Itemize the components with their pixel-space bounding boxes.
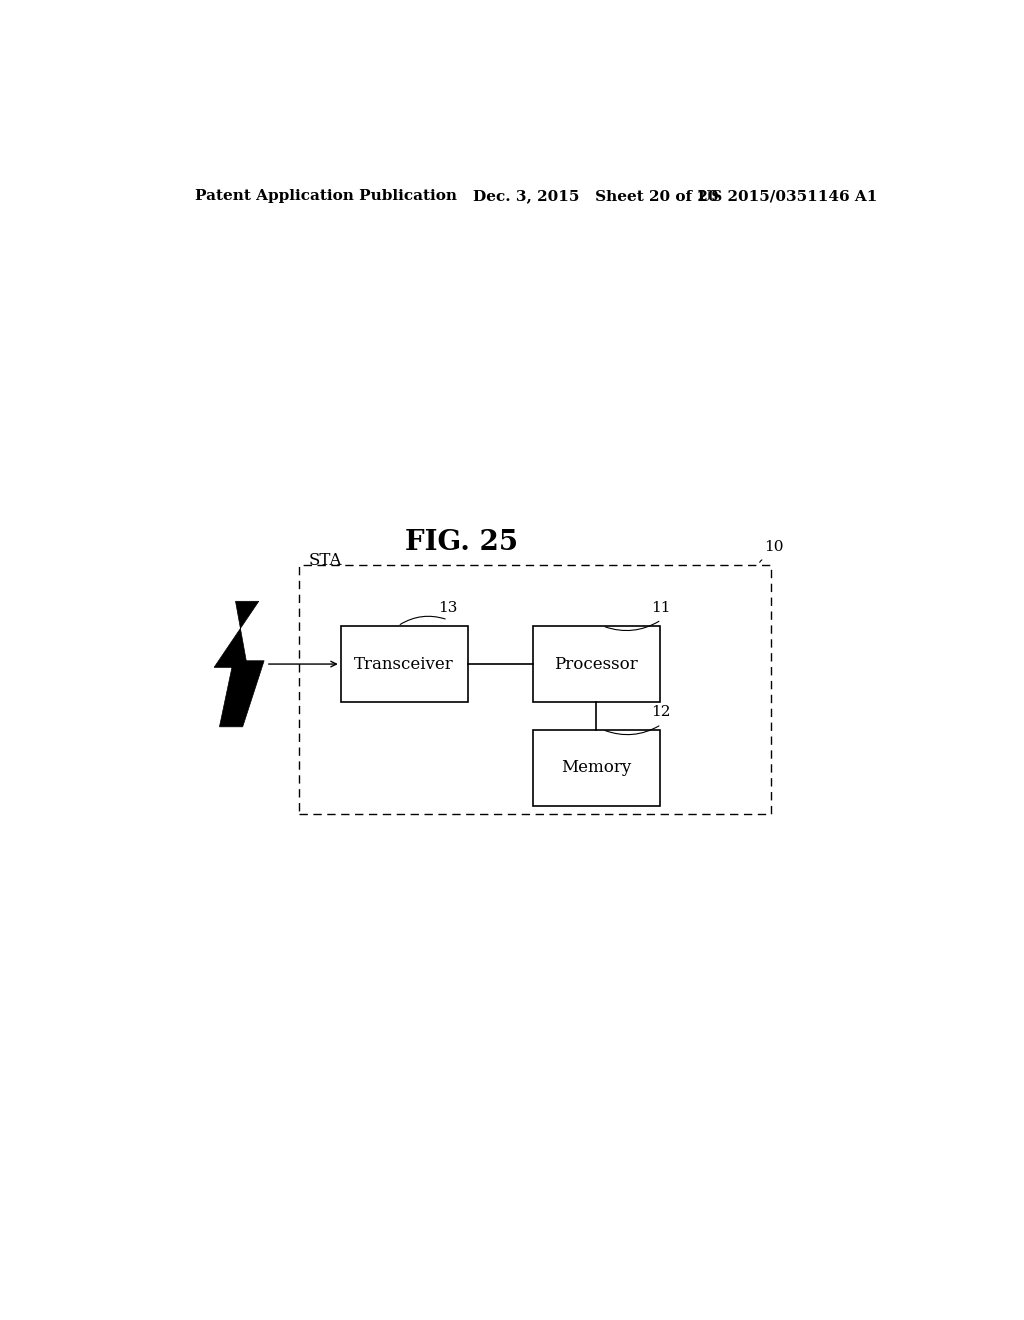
Text: Patent Application Publication: Patent Application Publication <box>196 189 458 203</box>
Bar <box>532 730 659 805</box>
Text: 12: 12 <box>651 705 671 719</box>
Text: US 2015/0351146 A1: US 2015/0351146 A1 <box>697 189 878 203</box>
Polygon shape <box>214 602 264 727</box>
Bar <box>532 626 659 702</box>
Text: Dec. 3, 2015   Sheet 20 of 20: Dec. 3, 2015 Sheet 20 of 20 <box>473 189 719 203</box>
Text: STA: STA <box>309 552 342 569</box>
Bar <box>341 626 468 702</box>
Text: 10: 10 <box>764 540 783 553</box>
Text: Transceiver: Transceiver <box>354 656 454 673</box>
Text: 11: 11 <box>651 601 671 615</box>
Text: 13: 13 <box>438 601 458 615</box>
Text: Processor: Processor <box>554 656 638 673</box>
Bar <box>299 565 771 814</box>
Text: Memory: Memory <box>561 759 632 776</box>
Text: FIG. 25: FIG. 25 <box>404 529 518 556</box>
